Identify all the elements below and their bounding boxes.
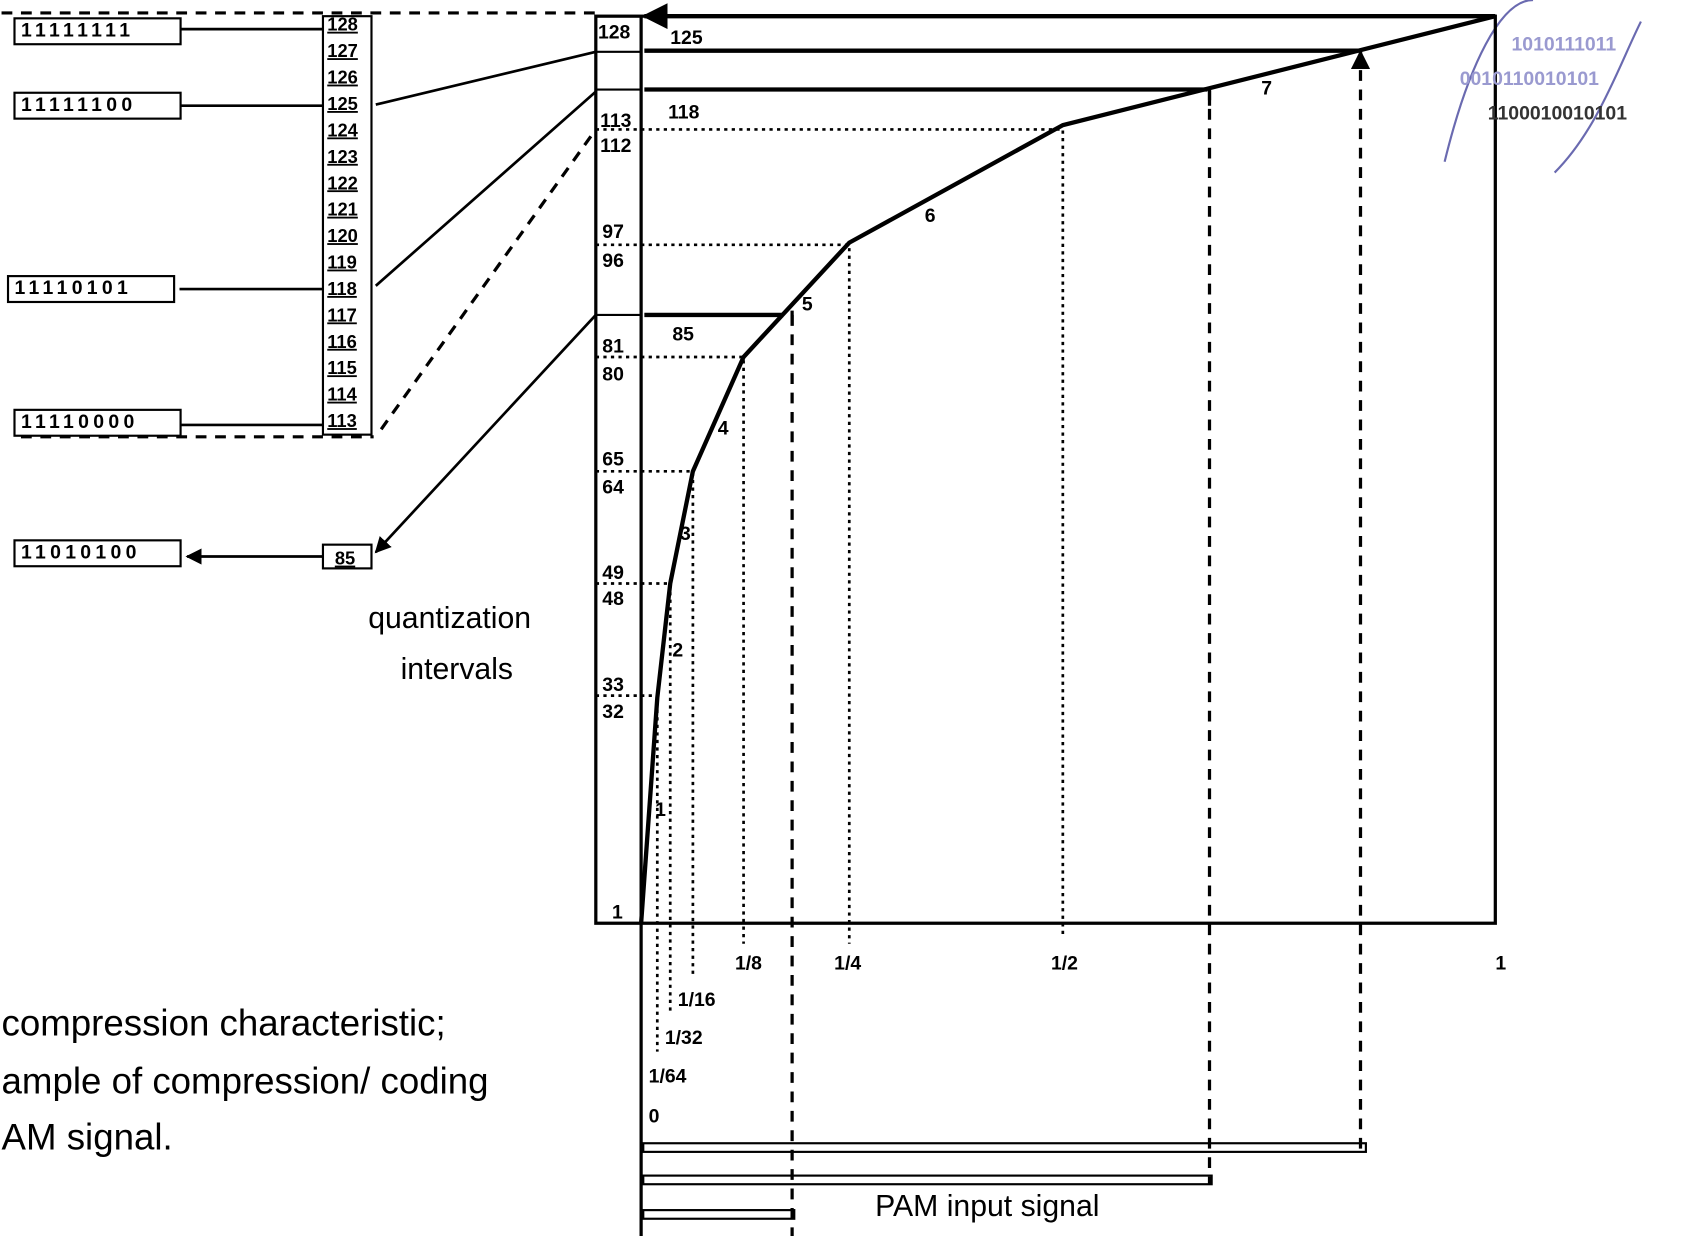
- y-label: 128: [598, 22, 631, 44]
- level: 127: [327, 40, 358, 61]
- segment: 3: [680, 523, 691, 545]
- y-label: 113: [600, 110, 632, 132]
- logo-text: 1010111011: [1511, 33, 1616, 55]
- caption: compression characteristic;: [2, 1002, 446, 1043]
- dashed-lines: [1, 11, 1363, 1236]
- code-arrows: [180, 27, 597, 556]
- level: 114: [327, 384, 357, 405]
- y-label: 33: [602, 674, 624, 696]
- level: 126: [327, 67, 358, 88]
- axis-title: quantization: [368, 602, 531, 635]
- caption: AM signal.: [2, 1117, 173, 1158]
- y-label: 80: [602, 363, 624, 385]
- y-label: 1: [612, 902, 623, 924]
- logo-curve: [1443, 0, 1642, 174]
- y-label: 125: [670, 27, 703, 49]
- codeword-box: [13, 539, 182, 568]
- pam-bars: [642, 1142, 1367, 1220]
- axis-title: intervals: [401, 653, 513, 686]
- input-label: PAM input signal: [875, 1190, 1099, 1223]
- segment: 5: [802, 293, 813, 315]
- x-label: 1/64: [649, 1066, 687, 1088]
- y-label: 85: [672, 324, 694, 346]
- segment: 6: [925, 205, 936, 227]
- layout: [1, 0, 1642, 1236]
- level: 120: [327, 225, 358, 246]
- level: 123: [327, 146, 358, 167]
- x-label: 0: [649, 1105, 660, 1127]
- logo-text: 1100010010101: [1488, 102, 1627, 124]
- level: 128: [327, 14, 358, 35]
- y-label: 97: [602, 221, 624, 243]
- segment: 4: [718, 417, 729, 439]
- segment: 7: [1261, 78, 1272, 100]
- arrows: [644, 16, 1496, 326]
- y-label: 65: [602, 449, 624, 471]
- level-box: [321, 543, 373, 570]
- level: 124: [327, 119, 358, 140]
- segment: 2: [672, 640, 683, 662]
- level: 121: [327, 199, 358, 220]
- level: 117: [327, 304, 357, 325]
- codeword-box: [13, 408, 182, 437]
- level: 122: [327, 172, 358, 193]
- codeword: 11110101: [14, 277, 132, 299]
- level-column: [321, 15, 373, 436]
- x-label: 1/4: [834, 952, 861, 974]
- level: 85: [335, 548, 355, 569]
- y-label: 118: [668, 101, 700, 123]
- segment: 1: [655, 799, 666, 821]
- x-label: 1/2: [1051, 952, 1078, 974]
- y-label: 112: [600, 135, 632, 157]
- level: 119: [327, 252, 357, 273]
- caption: ample of compression/ coding: [2, 1061, 489, 1102]
- y-label: 64: [602, 477, 624, 499]
- x-label: 1/8: [735, 952, 762, 974]
- y-label: 48: [602, 588, 624, 610]
- dotted-lines: [595, 128, 1065, 1052]
- y-label: 49: [602, 562, 624, 584]
- x-label: 1/32: [665, 1027, 703, 1049]
- logo-text: 0010110010101: [1460, 68, 1599, 90]
- level: 125: [327, 93, 358, 114]
- level: 113: [327, 410, 357, 431]
- compression-curve: [638, 14, 1496, 924]
- level: 115: [327, 357, 357, 378]
- x-label: 1/16: [678, 989, 716, 1011]
- codeword: 11110000: [21, 411, 139, 433]
- codeword: 11111100: [21, 94, 137, 116]
- codeword: 11111111: [21, 19, 134, 41]
- codeword: 11010100: [21, 541, 141, 563]
- y-label: 81: [602, 335, 624, 357]
- codeword-box: [6, 275, 176, 304]
- level: 116: [327, 331, 357, 352]
- codeword-box: [13, 91, 182, 120]
- y-label: 32: [602, 701, 624, 723]
- codeword-box: [13, 17, 182, 46]
- y-label: 96: [602, 250, 624, 272]
- x-label: 1: [1495, 952, 1506, 974]
- level: 118: [327, 278, 357, 299]
